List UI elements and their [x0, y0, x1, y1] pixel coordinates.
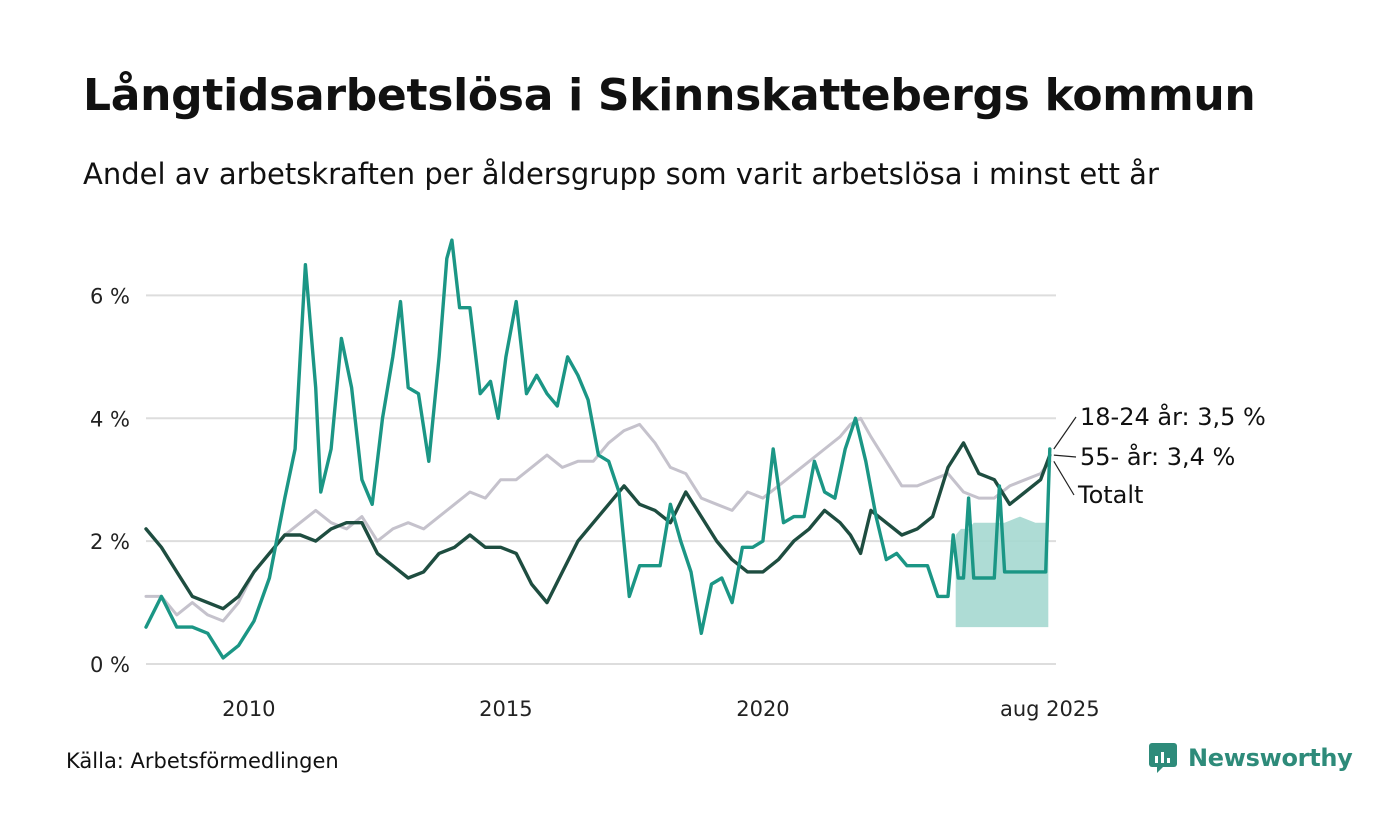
leader-line-old — [1053, 454, 1077, 458]
series-line-old — [144, 441, 1052, 611]
end-label-old: 55- år: 3,4 % — [1080, 442, 1235, 471]
leader-line-young — [1053, 416, 1077, 450]
uncertainty-band — [955, 516, 1049, 628]
y-tick-label: 6 % — [90, 284, 130, 308]
newsworthy-logo-icon — [1149, 743, 1177, 773]
series-line-young — [144, 238, 1052, 660]
x-tick-label: 2015 — [479, 697, 532, 721]
y-tick-label: 0 % — [90, 653, 130, 677]
end-label-young: 18-24 år: 3,5 % — [1080, 402, 1266, 431]
series-line-total — [144, 416, 1052, 623]
source-note: Källa: Arbetsförmedlingen — [66, 749, 339, 773]
brand-name: Newsworthy — [1188, 744, 1353, 772]
chart-subtitle: Andel av arbetskraften per åldersgrupp s… — [83, 157, 1159, 191]
y-tick-label: 2 % — [90, 530, 130, 554]
x-tick-label: 2010 — [222, 697, 275, 721]
end-labels: Totalt 55- år: 3,4 % 18-24 år: 3,5 % — [1053, 402, 1266, 509]
end-label-total: Totalt — [1077, 481, 1143, 509]
x-tick-label: 2020 — [736, 697, 789, 721]
series-lines — [144, 238, 1052, 660]
leader-line-total — [1053, 460, 1075, 496]
y-tick-label: 4 % — [90, 407, 130, 431]
grid-lines — [146, 294, 1056, 665]
axis-labels: 0 % 2 % 4 % 6 % 2010 2015 2020 aug 2025 — [90, 284, 1100, 721]
band-area-18-24 — [955, 516, 1049, 628]
x-tick-label: aug 2025 — [1000, 697, 1100, 721]
brand-logo: Newsworthy — [1148, 742, 1353, 774]
chart-title: Långtidsarbetslösa i Skinnskattebergs ko… — [83, 70, 1256, 121]
